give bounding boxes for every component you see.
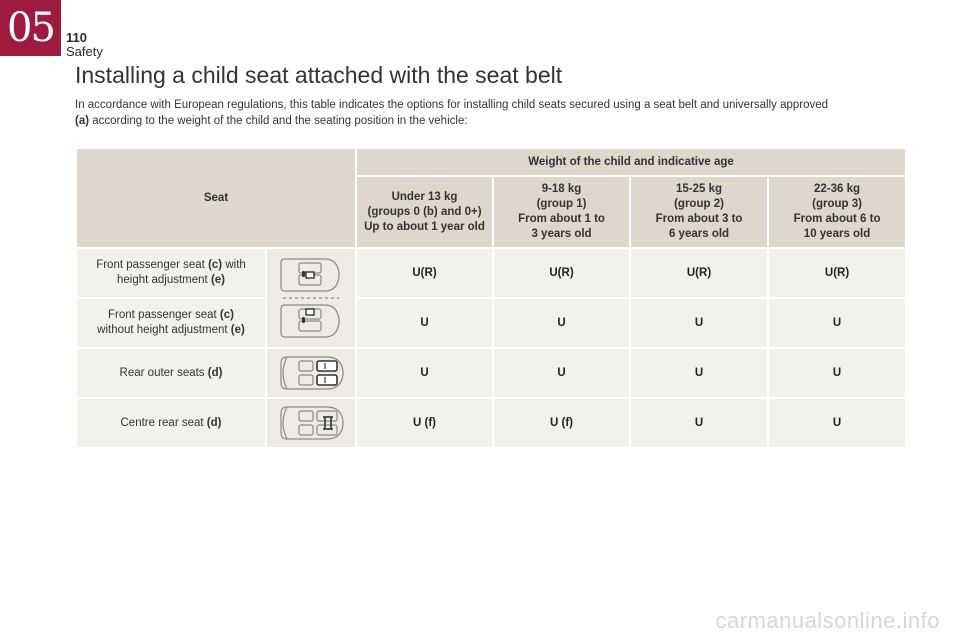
car-front-seat-icon: [280, 258, 340, 338]
intro-note: (a): [75, 115, 90, 127]
table-cell-value: U: [629, 297, 770, 349]
child-seat-table: Seat Weight of the child and indicative …: [74, 147, 908, 449]
car-centre-rear-seat-icon-cell: [264, 397, 358, 449]
watermark: carmanualsonline.info: [715, 608, 940, 633]
weight-column-header: 15-25 kg (group 2) From about 3 to 6 yea…: [629, 175, 770, 249]
chapter-tab: 05: [0, 0, 61, 56]
car-rear-outer-seats-icon-cell: [264, 347, 358, 399]
table-cell-value: U: [767, 397, 908, 449]
seat-label: Front passenger seat (c) without height …: [75, 297, 267, 349]
table-cell-value: U: [767, 297, 908, 349]
table-cell-value: U: [492, 347, 632, 399]
group-text: (group 2): [674, 198, 724, 210]
table-cell-value: U(R): [767, 247, 908, 299]
car-front-seat-icon-cell: [264, 247, 358, 349]
table-cell-value: U(R): [629, 247, 770, 299]
weight-range: 15-25 kg: [676, 183, 723, 195]
group-text: (groups 0 (b) and 0+): [367, 205, 482, 218]
age-text: 10 years old: [803, 228, 871, 240]
weight-column-header: 9-18 kg (group 1) From about 1 to 3 year…: [492, 175, 632, 249]
age-text: Up to about 1 year old: [364, 220, 485, 233]
age-text: From about 3 to: [655, 213, 743, 225]
age-text: 6 years old: [668, 228, 730, 240]
seat-header: Seat: [74, 147, 358, 249]
weight-range: 9-18 kg: [541, 183, 582, 195]
seat-label: Rear outer seats (d): [75, 347, 267, 399]
table-cell-value: U (f): [492, 397, 632, 449]
table-row: Centre rear seat (d): [75, 397, 908, 449]
table-cell-value: U: [767, 347, 908, 399]
group-text: (group 3): [812, 198, 862, 210]
intro-text-1: In accordance with European regulations,…: [75, 99, 829, 111]
age-text: From about 1 to: [518, 213, 605, 225]
table-cell-value: U: [629, 347, 770, 399]
age-text: 3 years old: [531, 228, 592, 240]
table-cell-value: U(R): [355, 247, 495, 299]
table-row: Rear outer seats (d) U U U U: [75, 347, 908, 399]
intro-text-2: according to the weight of the child and…: [89, 115, 468, 127]
seat-label: Front passenger seat (c) with height adj…: [75, 247, 267, 299]
intro-paragraph: In accordance with European regulations,…: [75, 97, 905, 129]
page-title: Installing a child seat attached with th…: [75, 62, 563, 88]
table-row: Front passenger seat (c) without height …: [75, 297, 908, 349]
table-row: Front passenger seat (c) with height adj…: [75, 247, 908, 349]
table-cell-value: U: [355, 347, 495, 399]
section-name: Safety: [66, 44, 103, 59]
page-number: 110: [66, 30, 87, 45]
table-cell-value: U (f): [355, 397, 495, 449]
car-centre-rear-seat-icon: [280, 406, 344, 440]
weight-header: Weight of the child and indicative age: [355, 147, 908, 177]
weight-range: Under 13 kg: [391, 190, 458, 203]
table-cell-value: U: [629, 397, 770, 449]
age-text: From about 6 to: [793, 213, 881, 225]
weight-column-header: Under 13 kg (groups 0 (b) and 0+) Up to …: [355, 175, 495, 249]
group-text: (group 1): [536, 198, 587, 210]
car-rear-outer-seats-icon: [280, 356, 344, 390]
table-cell-value: U(R): [492, 247, 632, 299]
weight-range: 22-36 kg: [814, 183, 861, 195]
table-cell-value: U: [492, 297, 632, 349]
seat-label: Centre rear seat (d): [75, 397, 267, 449]
weight-column-header: 22-36 kg (group 3) From about 6 to 10 ye…: [767, 175, 908, 249]
table-cell-value: U: [355, 297, 495, 349]
